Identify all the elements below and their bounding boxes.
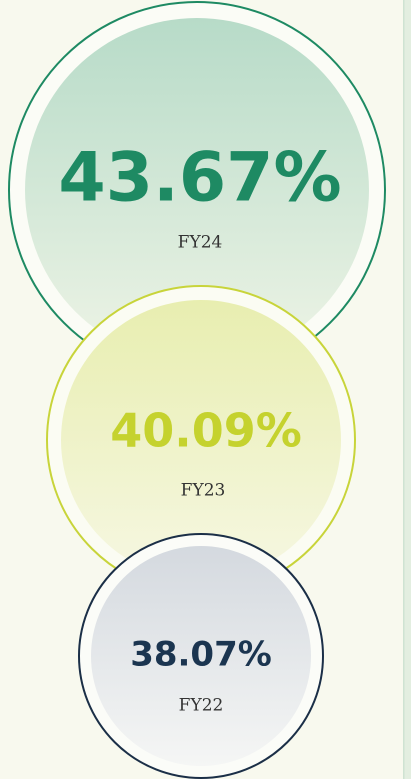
label: FY22: [179, 696, 224, 716]
side-bar: [403, 0, 411, 779]
value: 38.07%: [130, 635, 272, 675]
circle-fy22: 38.07% FY22: [78, 533, 324, 779]
value: 40.09%: [110, 404, 302, 458]
circle-fy24: 43.67% FY24: [8, 1, 386, 379]
label: FY23: [181, 481, 226, 501]
side-bar-edge: [403, 0, 405, 779]
disc: [61, 300, 341, 580]
disc: [91, 546, 311, 766]
disc: [25, 18, 369, 362]
value: 43.67%: [58, 139, 341, 218]
label: FY24: [178, 233, 223, 253]
circle-fy23: 40.09% FY23: [46, 285, 356, 595]
